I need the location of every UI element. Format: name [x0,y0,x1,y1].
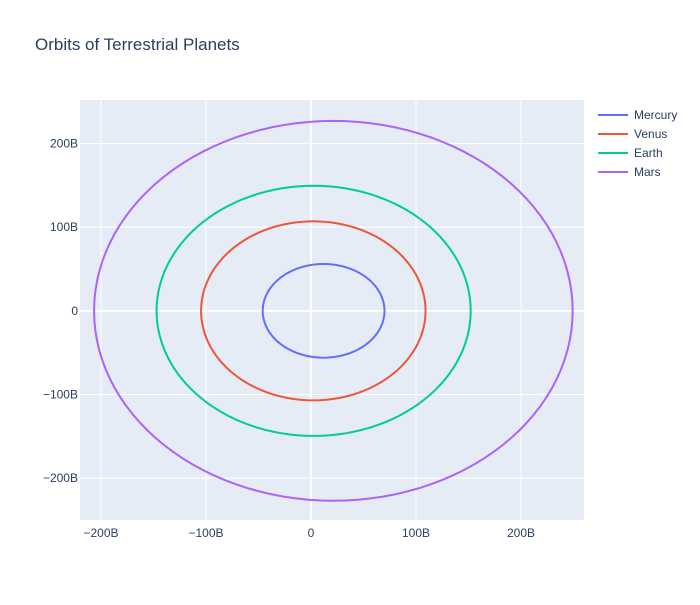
legend-label-mercury[interactable]: Mercury [634,108,677,122]
y-tick-label: 0 [71,304,78,318]
x-tick-label: 100B [402,526,430,540]
series-line-earth[interactable] [155,184,472,437]
y-tick-label: 100B [50,220,78,234]
y-tick-label: 200B [50,137,78,151]
legend-label-earth[interactable]: Earth [634,146,663,160]
x-tick-label: 200B [507,526,535,540]
tick-labels: −200B −100B 0 100B 200B 200B 100B 0 −100B −200B [43,137,535,540]
legend-label-venus[interactable]: Venus [634,127,667,141]
x-tick-label: −200B [83,526,118,540]
series-layer [93,119,574,502]
x-tick-label: 0 [308,526,315,540]
legend[interactable]: Mercury Venus Earth Mars [598,108,677,179]
series-line-mars[interactable] [93,119,574,502]
series-line-venus[interactable] [200,220,427,402]
y-tick-label: −200B [43,471,78,485]
legend-label-mars[interactable]: Mars [634,165,661,179]
y-tick-label: −100B [43,388,78,402]
series-line-mercury[interactable] [261,262,386,359]
chart-title: Orbits of Terrestrial Planets [35,35,240,54]
grid-layer [80,100,584,520]
x-tick-label: −100B [188,526,223,540]
